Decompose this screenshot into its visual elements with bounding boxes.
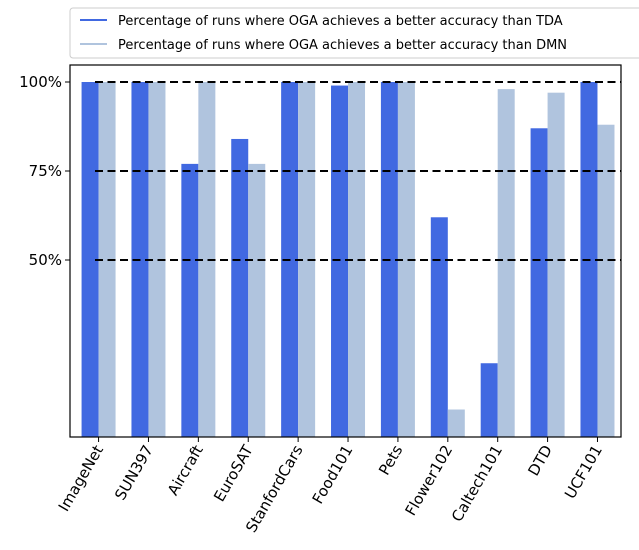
x-tick-label-pets: Pets (375, 442, 406, 478)
reference-lines (95, 81, 621, 261)
bar-tda-food101 (331, 85, 349, 437)
y-tick-label-50: 50% (29, 251, 62, 269)
x-tick-label-imagenet: ImageNet (55, 442, 107, 515)
bar-tda-dtd (530, 128, 548, 437)
bar-tda-caltech101 (480, 363, 498, 437)
bar-tda-flower102 (430, 217, 448, 437)
plot-frame (69, 64, 622, 438)
bar-tda-eurosat (231, 138, 249, 437)
x-tick-label-eurosat: EuroSAT (210, 441, 257, 504)
x-tick-label-caltech101: Caltech101 (448, 442, 506, 525)
legend: Percentage of runs where OGA achieves a … (69, 7, 639, 59)
legend-label-tda: Percentage of runs where OGA achieves a … (118, 14, 563, 29)
y-tick-label-75: 75% (29, 162, 62, 180)
x-tick-label-food101: Food101 (309, 442, 357, 507)
bar-tda-imagenet (81, 82, 99, 437)
bar-dmn-ucf101 (597, 124, 615, 437)
bar-tda-aircraft (181, 163, 199, 437)
bar-dmn-caltech101 (497, 89, 515, 438)
y-tick-label-100: 100% (19, 73, 62, 91)
x-tick-label-aircraft: Aircraft (164, 442, 207, 499)
x-tick-label-sun397: SUN397 (111, 442, 157, 503)
bar-dmn-eurosat (248, 163, 266, 437)
x-tick-label-flower102: Flower102 (402, 442, 457, 519)
legend-box (69, 7, 639, 59)
legend-label-dmn: Percentage of runs where OGA achieves a … (118, 38, 567, 53)
x-tick-label-dtd: DTD (524, 442, 556, 479)
bar-dmn-flower102 (447, 409, 465, 437)
bar-dmn-dtd (547, 92, 565, 438)
x-tick-label-ucf101: UCF101 (561, 442, 606, 502)
